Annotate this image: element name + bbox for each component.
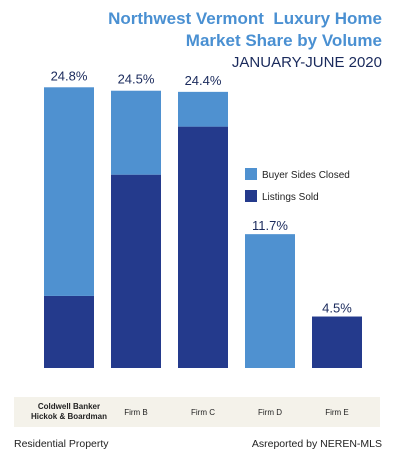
chart-subtitle: JANUARY-JUNE 2020 — [231, 54, 382, 71]
data-label-total-2: 24.5% — [118, 72, 155, 87]
chart-title-line-2: Market Share by Volume — [185, 31, 382, 50]
bar-listings-sold-5 — [312, 316, 362, 368]
chart-title-line-1: Northwest Vermont Luxury Home — [108, 9, 382, 28]
x-tick-label-4: Firm D — [258, 408, 282, 417]
x-tick-label-5: Firm E — [325, 408, 349, 417]
data-label-total-5: 4.5% — [322, 301, 352, 316]
data-label-total-4: 11.7% — [252, 218, 288, 233]
bar-listings-sold-1 — [44, 295, 94, 368]
x-tick-label-1: Coldwell Banker Hickok & Boardman — [31, 402, 107, 421]
footer-source: Asreported by NEREN-MLS — [251, 438, 382, 450]
category-label-band — [14, 397, 380, 427]
footer-property-type: Residential Property — [14, 438, 109, 450]
x-tick-label-3: Firm C — [191, 408, 215, 417]
bar-listings-sold-3 — [178, 126, 228, 368]
x-tick-label-2: Firm B — [124, 408, 148, 417]
data-label-total-1: 24.8% — [51, 68, 88, 83]
bar-buyer-sides-closed-1 — [44, 87, 94, 296]
bar-buyer-sides-closed-4 — [245, 234, 295, 368]
legend-swatch-buyer-sides-closed — [245, 168, 257, 180]
bar-listings-sold-2 — [111, 174, 161, 368]
bar-buyer-sides-closed-3 — [178, 91, 228, 127]
legend-label-listings-sold: Listings Sold — [262, 192, 319, 203]
bar-buyer-sides-closed-2 — [111, 90, 161, 175]
legend-swatch-listings-sold — [245, 190, 257, 202]
data-label-total-3: 24.4% — [185, 73, 222, 88]
legend-label-buyer-sides-closed: Buyer Sides Closed — [262, 170, 350, 181]
